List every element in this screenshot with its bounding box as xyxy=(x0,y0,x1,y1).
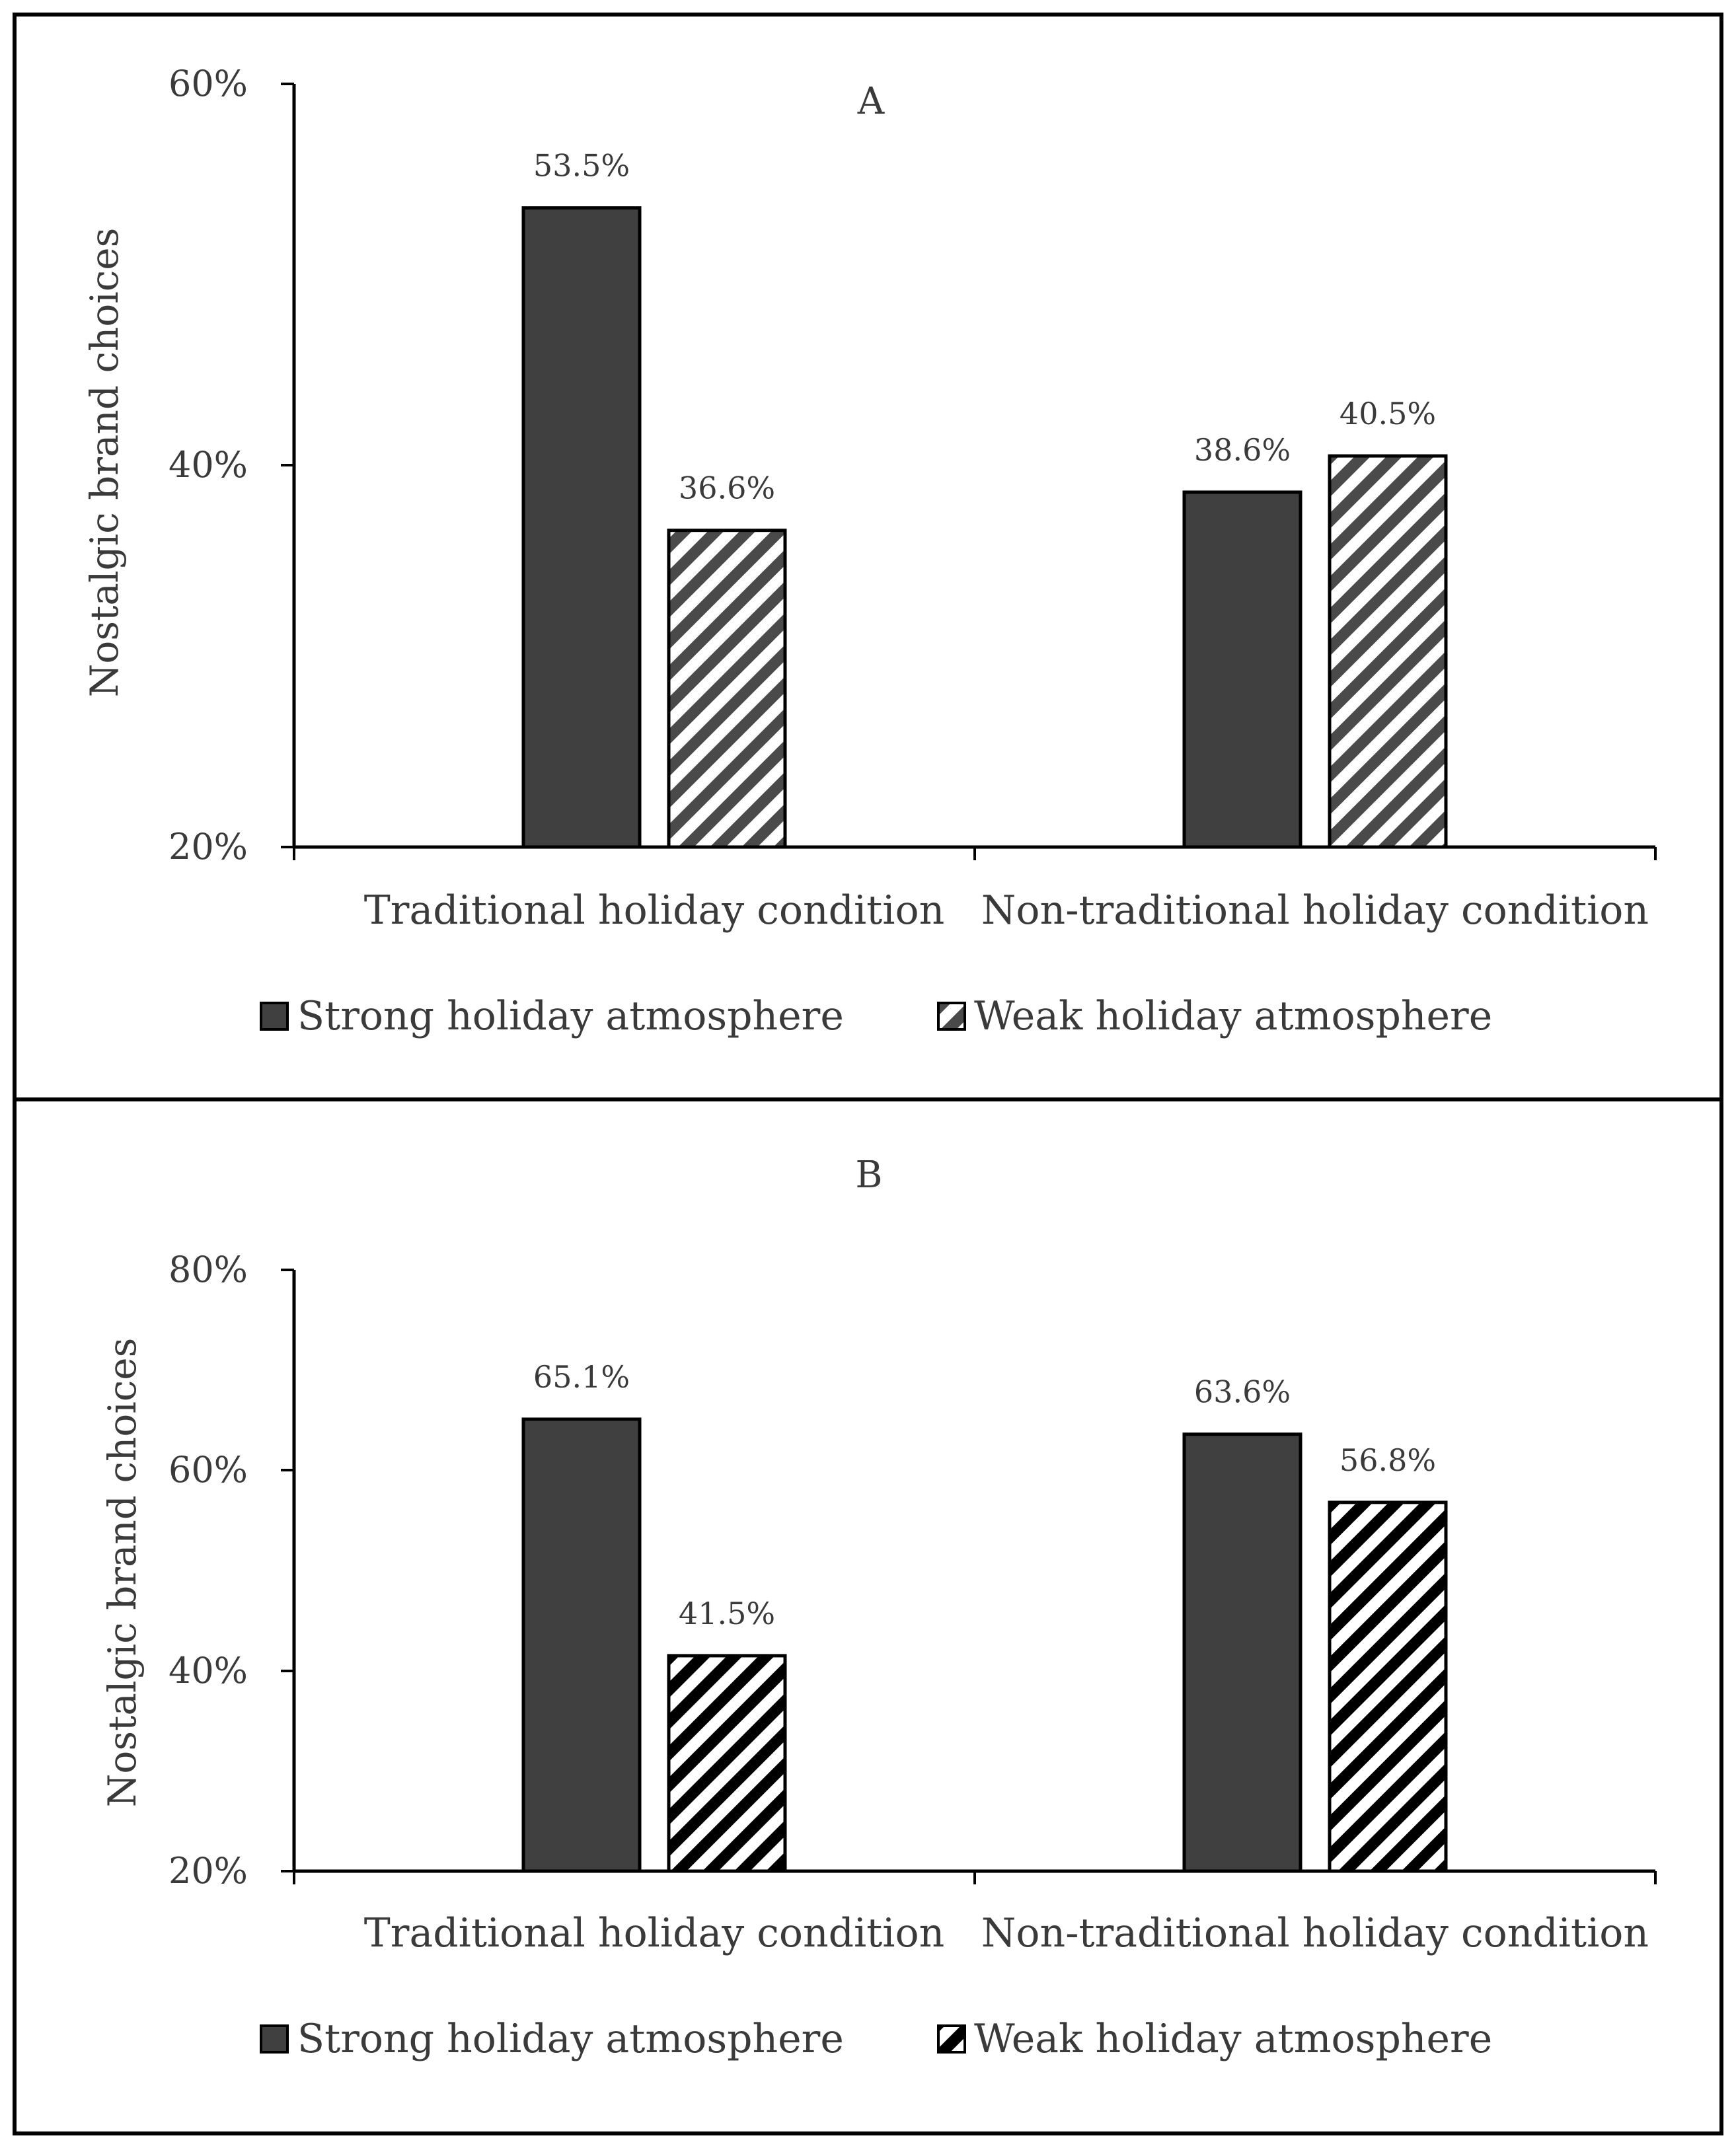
panel-a-y-axis-title: Nostalgic brand choices xyxy=(82,228,127,698)
panel-b-legend-swatch-weak xyxy=(937,2024,966,2054)
panel-a-ytick-label: 40% xyxy=(169,444,248,486)
panel-b-ytick-label: 40% xyxy=(169,1650,248,1691)
panel-b-bar-strong-traditional xyxy=(521,1417,642,1873)
panel-b-legend-label-strong: Strong holiday atmosphere xyxy=(297,2016,844,2062)
panel-a-legend-label-strong: Strong holiday atmosphere xyxy=(297,993,844,1039)
panel-a-data-label: 40.5% xyxy=(1340,396,1436,431)
panel-b-label: B xyxy=(855,1154,882,1197)
panel-a-frame xyxy=(13,13,1723,1101)
panel-a-legend-label-weak: Weak holiday atmosphere xyxy=(974,993,1492,1039)
panel-b-y-axis-title: Nostalgic brand choices xyxy=(100,1338,145,1808)
panel-a: A Nostalgic brand choices 20% 40% 60% 53… xyxy=(82,63,1657,1039)
panel-a-category-label: Traditional holiday condition xyxy=(364,887,945,934)
panel-a-category-label: Non-traditional holiday condition xyxy=(981,887,1649,934)
panel-a-label: A xyxy=(857,80,885,123)
panel-b-data-label: 41.5% xyxy=(679,1596,775,1631)
panel-a-data-label: 36.6% xyxy=(679,470,775,506)
panel-b: B Nostalgic brand choices 20% 40% 60% 80… xyxy=(100,1154,1657,2062)
panel-a-bar-weak-nontraditional xyxy=(1328,454,1448,849)
panel-a-bar-weak-traditional xyxy=(667,529,787,849)
panel-a-ytick-label: 20% xyxy=(169,826,248,868)
panel-b-data-label: 63.6% xyxy=(1194,1374,1291,1410)
panel-b-frame xyxy=(13,1097,1723,2135)
panel-b-bar-strong-nontraditional xyxy=(1182,1432,1302,1873)
panel-b-data-label: 65.1% xyxy=(533,1359,630,1395)
panel-b-bar-weak-traditional xyxy=(667,1654,787,1873)
panel-a-ytick-label: 60% xyxy=(169,63,248,104)
panel-a-data-label: 53.5% xyxy=(533,148,630,184)
panel-b-legend-label-weak: Weak holiday atmosphere xyxy=(974,2016,1492,2062)
panel-a-bar-strong-traditional xyxy=(521,206,642,849)
panel-b-category-label: Traditional holiday condition xyxy=(364,1910,945,1956)
panel-b-bar-weak-nontraditional xyxy=(1328,1500,1448,1873)
panel-b-legend-swatch-strong xyxy=(260,2024,289,2054)
panel-b-ytick-label: 20% xyxy=(169,1850,248,1892)
panel-b-category-label: Non-traditional holiday condition xyxy=(981,1910,1649,1956)
panel-a-data-label: 38.6% xyxy=(1194,432,1291,468)
panel-b-ytick-label: 60% xyxy=(169,1449,248,1491)
panel-a-legend-swatch-strong xyxy=(260,1002,289,1031)
panel-a-bar-strong-nontraditional xyxy=(1182,490,1302,849)
panel-b-ytick-label: 80% xyxy=(169,1249,248,1290)
panel-b-data-label: 56.8% xyxy=(1340,1442,1436,1478)
panel-a-legend-swatch-weak xyxy=(937,1002,966,1031)
